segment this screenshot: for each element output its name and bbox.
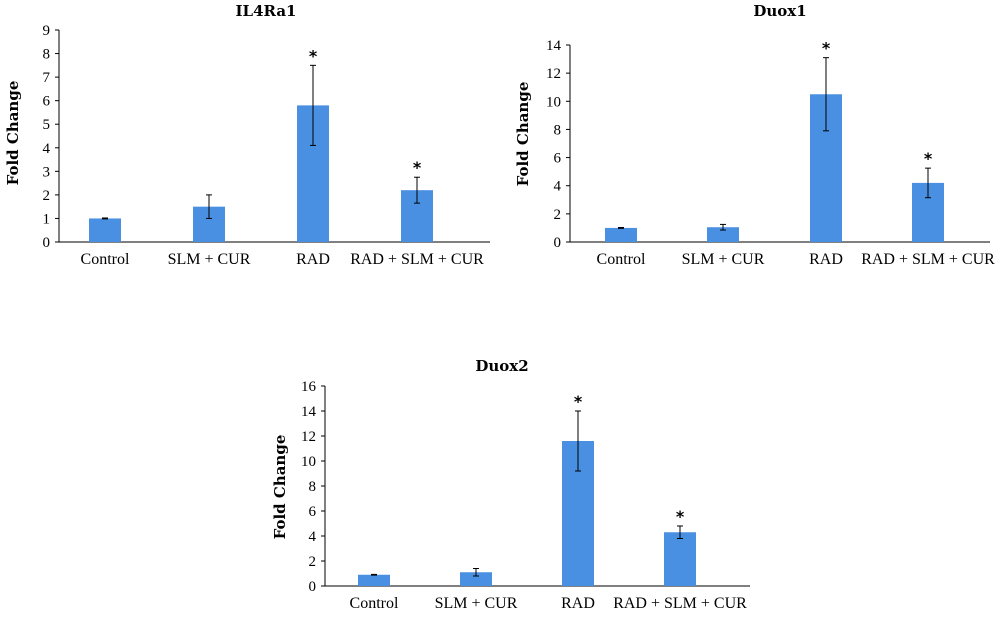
x-category-label: SLM + CUR xyxy=(435,595,518,612)
bar xyxy=(707,227,739,242)
bar xyxy=(89,218,121,242)
significance-marker: * xyxy=(309,46,318,65)
y-tick-label: 0 xyxy=(554,235,562,251)
x-category-label: RAD xyxy=(561,595,595,612)
y-tick-label: 1 xyxy=(43,211,51,227)
x-category-label: SLM + CUR xyxy=(168,251,251,268)
y-tick-label: 2 xyxy=(554,207,562,223)
y-tick-label: 8 xyxy=(554,122,562,138)
significance-marker: * xyxy=(924,149,933,168)
x-category-label: RAD xyxy=(296,251,330,268)
chart-title: IL4Ra1 xyxy=(236,2,297,20)
y-tick-label: 6 xyxy=(43,94,51,110)
y-tick-label: 8 xyxy=(309,479,317,495)
x-category-label: SLM + CUR xyxy=(682,251,765,268)
significance-marker: * xyxy=(574,392,583,411)
chart-il4ra1: IL4Ra1 Fold Change 0 1 2 3 4 5 6 7 8 9 Control SLM … xyxy=(4,2,490,268)
y-tick-label: 10 xyxy=(301,454,316,470)
y-tick-label: 2 xyxy=(309,554,317,570)
y-tick-label: 4 xyxy=(43,141,51,157)
y-tick-label: 2 xyxy=(43,188,51,204)
chart-duox2: Duox2 Fold Change 0 2 4 6 8 10 12 14 16 Control SL… xyxy=(271,357,750,612)
y-tick-label: 12 xyxy=(301,429,316,445)
bar xyxy=(664,532,696,586)
y-tick-label: 9 xyxy=(43,23,51,39)
y-tick-label: 8 xyxy=(43,47,51,63)
y-tick-label: 6 xyxy=(554,151,562,167)
x-category-label: Control xyxy=(350,595,399,612)
x-category-label: RAD + SLM + CUR xyxy=(613,595,747,612)
y-tick-label: 7 xyxy=(43,70,51,86)
y-tick-label: 10 xyxy=(546,94,561,110)
significance-marker: * xyxy=(676,507,685,526)
significance-marker: * xyxy=(413,158,422,177)
y-axis-label: Fold Change xyxy=(4,81,22,186)
y-tick-label: 5 xyxy=(43,117,51,133)
x-category-label: RAD xyxy=(809,251,843,268)
bar xyxy=(605,227,637,242)
y-tick-label: 16 xyxy=(301,379,317,395)
y-tick-label: 14 xyxy=(301,404,317,420)
bar xyxy=(358,574,390,586)
x-category-label: Control xyxy=(81,251,130,268)
y-tick-label: 6 xyxy=(309,504,317,520)
y-tick-label: 4 xyxy=(309,529,317,545)
chart-title: Duox1 xyxy=(753,2,806,20)
chart-title: Duox2 xyxy=(475,357,528,375)
y-tick-label: 4 xyxy=(554,179,562,195)
y-axis-label: Fold Change xyxy=(271,435,289,540)
chart-duox1: Duox1 Fold Change 0 2 4 6 8 10 12 14 Control SLM … xyxy=(514,2,995,268)
y-axis-label: Fold Change xyxy=(514,82,532,187)
y-tick-label: 0 xyxy=(309,579,317,595)
y-tick-label: 12 xyxy=(546,66,561,82)
x-category-label: RAD + SLM + CUR xyxy=(861,251,995,268)
bar xyxy=(460,572,492,586)
y-tick-label: 14 xyxy=(546,38,562,54)
x-category-label: RAD + SLM + CUR xyxy=(350,251,484,268)
y-tick-label: 0 xyxy=(43,235,51,251)
x-category-label: Control xyxy=(597,251,646,268)
y-tick-label: 3 xyxy=(43,164,51,180)
significance-marker: * xyxy=(822,39,831,58)
